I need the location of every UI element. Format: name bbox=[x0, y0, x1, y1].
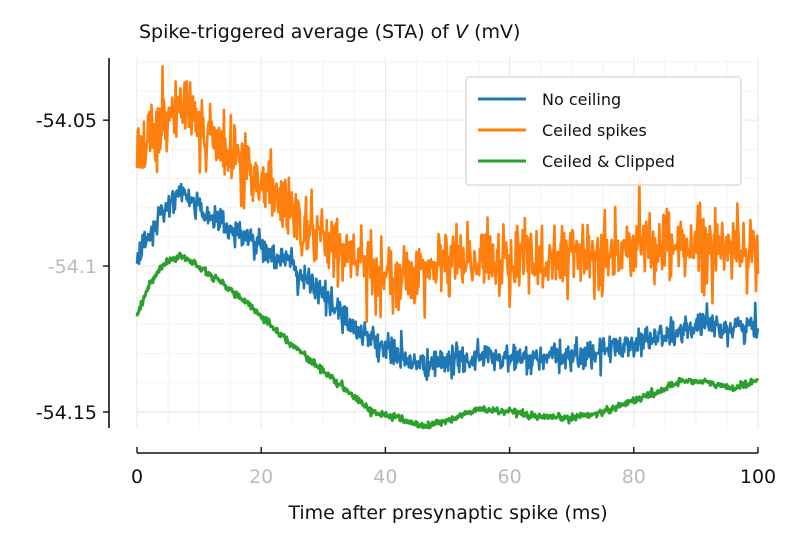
legend: No ceiling Ceiled spikes Ceiled & Clipped bbox=[465, 76, 742, 186]
x-tick-label: 80 bbox=[622, 466, 646, 488]
y-tick-label: -54.05 bbox=[36, 110, 97, 132]
series-line-2 bbox=[135, 65, 760, 323]
series-layer bbox=[135, 65, 760, 430]
y-tick-label: -54.15 bbox=[36, 402, 97, 424]
x-tick-label: 0 bbox=[131, 466, 143, 488]
x-tick-label: 60 bbox=[498, 466, 522, 488]
legend-box bbox=[465, 76, 742, 186]
y-tick-label: -54.1 bbox=[48, 256, 97, 278]
legend-label: No ceiling bbox=[542, 90, 621, 109]
legend-label: Ceiled & Clipped bbox=[542, 152, 675, 171]
series-line-1 bbox=[135, 182, 760, 382]
chart-title: Spike-triggered average (STA) of V (mV) bbox=[139, 21, 520, 43]
chart-title-variable: V bbox=[455, 21, 470, 43]
x-tick-label: 100 bbox=[740, 466, 776, 488]
legend-label: Ceiled spikes bbox=[542, 121, 647, 140]
series-line-3 bbox=[135, 251, 760, 430]
x-axis-label: Time after presynaptic spike (ms) bbox=[287, 502, 607, 524]
y-ticks: -54.05 -54.1 -54.15 bbox=[36, 110, 109, 424]
x-tick-label: 20 bbox=[249, 466, 273, 488]
x-tick-label: 40 bbox=[373, 466, 397, 488]
x-ticks: 0 20 40 60 80 100 bbox=[131, 447, 776, 488]
chart-title-suffix: (mV) bbox=[468, 21, 520, 43]
chart-title-prefix: Spike-triggered average (STA) of bbox=[139, 21, 455, 43]
